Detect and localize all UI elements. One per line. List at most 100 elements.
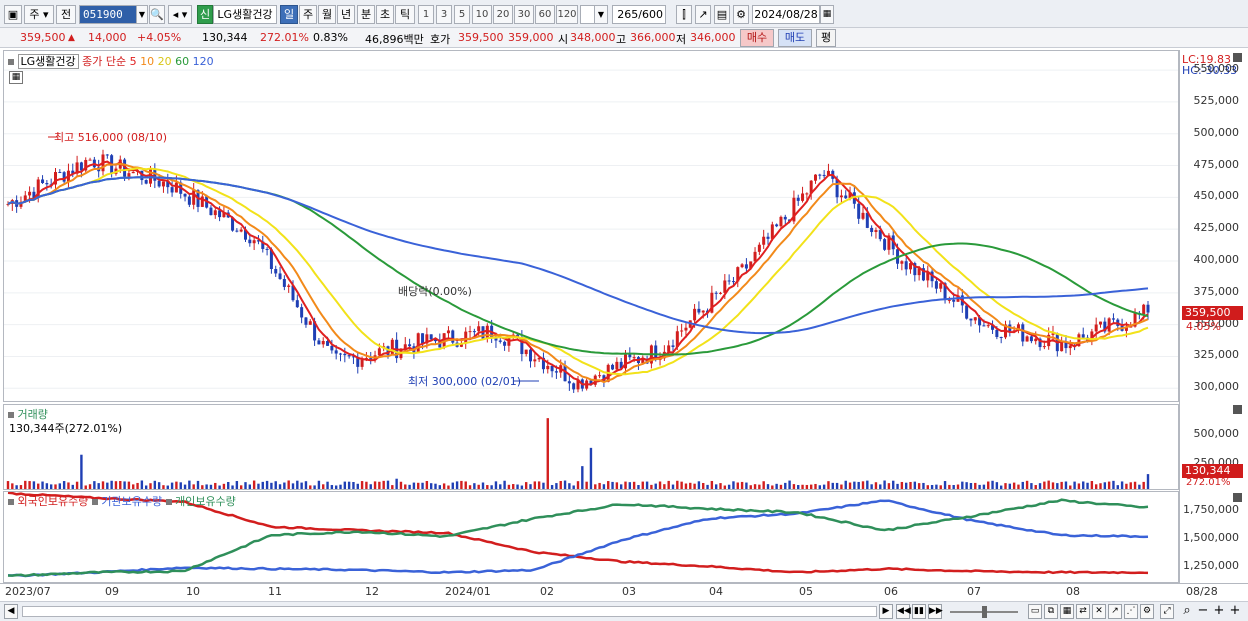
tab-tick[interactable]: 틱 <box>395 5 415 24</box>
volume-bar <box>334 485 338 489</box>
save-icon[interactable]: ▤ <box>714 5 730 24</box>
display-count[interactable]: 265/600 <box>612 5 666 24</box>
zoom-in-icon[interactable]: + <box>1229 603 1241 618</box>
candle-body <box>1025 336 1029 342</box>
tab-second[interactable]: 초 <box>376 5 394 24</box>
candle-body <box>278 273 282 280</box>
chart-scrollbar[interactable] <box>22 606 877 617</box>
price-chart[interactable] <box>4 51 1178 401</box>
volume-bar <box>805 484 809 489</box>
window-menu-icon[interactable]: ▣ <box>4 5 22 24</box>
interval-30[interactable]: 30 <box>514 5 534 24</box>
legend-foreign[interactable]: 외국인보유수량 <box>17 495 89 508</box>
volume-bar <box>801 484 804 489</box>
legend-ma120[interactable]: 120 <box>192 55 214 68</box>
candle-body <box>991 325 995 330</box>
fib-icon[interactable]: ⋰ <box>1124 604 1138 619</box>
scroll-left-icon[interactable]: ◀ <box>4 604 18 619</box>
zoom-slider-handle[interactable] <box>982 606 987 618</box>
tab-year[interactable]: 년 <box>337 5 355 24</box>
tab-week[interactable]: 주 <box>299 5 317 24</box>
code-dropdown-icon[interactable]: ▼ <box>136 5 148 24</box>
right-axis: LC:19.83 HC:-30.33 550,000 525,000 500,000… <box>1179 50 1245 601</box>
legend-stock-name[interactable]: LG생활건강 <box>17 54 79 69</box>
grid-icon[interactable]: ▦ <box>1060 604 1074 619</box>
interval-10[interactable]: 10 <box>472 5 492 24</box>
sell-button[interactable]: 매도 <box>778 29 812 47</box>
zoom-reset-icon[interactable]: ⤢ <box>1160 604 1174 619</box>
legend-institution[interactable]: 기관보유수량 <box>101 495 163 508</box>
candle-body <box>434 339 437 342</box>
legend-individual[interactable]: 개인보유수량 <box>175 495 236 508</box>
zoom-out-icon[interactable]: − <box>1197 603 1209 618</box>
open-label: 시 <box>558 33 569 46</box>
table-view-icon[interactable]: ▦ <box>9 71 23 84</box>
hold-panel-close-icon[interactable] <box>1233 493 1242 502</box>
interval-120[interactable]: 120 <box>556 5 578 24</box>
pause-icon[interactable]: ▮▮ <box>912 604 926 619</box>
scroll-right-icon[interactable]: ▶ <box>879 604 893 619</box>
interval-60[interactable]: 60 <box>535 5 555 24</box>
volume-panel[interactable]: 거래량 130,344주(272.01%) <box>3 404 1179 490</box>
eval-button[interactable]: 평 <box>816 29 836 47</box>
legend-ma60[interactable]: 60 <box>175 55 190 68</box>
candle-body <box>844 195 848 199</box>
vol-panel-close-icon[interactable] <box>1233 405 1242 414</box>
interval-20[interactable]: 20 <box>493 5 513 24</box>
volume-bar <box>995 482 999 489</box>
calendar-icon[interactable]: ▦ <box>820 5 834 24</box>
tab-minute[interactable]: 분 <box>357 5 375 24</box>
candle-icon[interactable]: ⫿ <box>676 5 692 24</box>
prev-button[interactable]: 전 <box>56 5 76 24</box>
volume-bar <box>766 484 770 489</box>
volume-value: 130,344 <box>202 31 248 44</box>
trend-icon[interactable]: ↗ <box>1108 604 1122 619</box>
interval-dropdown-icon[interactable]: ▼ <box>594 5 608 24</box>
holdings-panel[interactable]: 외국인보유수량 기관보유수량 개인보유수량 <box>3 491 1179 583</box>
split-icon[interactable]: ⧉ <box>1044 604 1058 619</box>
candle-body <box>313 321 317 341</box>
sound-icon[interactable]: ◂ ▾ <box>168 5 192 24</box>
volume-bar <box>637 485 640 489</box>
candle-body <box>598 375 602 377</box>
draw-tool-icon[interactable]: ↗ <box>695 5 711 24</box>
legend-ma5[interactable]: 5 <box>129 55 137 68</box>
candle-body <box>317 340 321 345</box>
interval-5[interactable]: 5 <box>454 5 470 24</box>
period-type-select[interactable]: 주 ▾ <box>24 5 54 24</box>
compare-icon[interactable]: ⇄ <box>1076 604 1090 619</box>
settings-icon[interactable]: ⚙ <box>1140 604 1154 619</box>
volume-bar <box>581 466 584 489</box>
gear-icon[interactable]: ⚙ <box>733 5 749 24</box>
legend-ma10[interactable]: 10 <box>140 55 155 68</box>
search-icon[interactable]: 🔍 <box>149 5 165 24</box>
volume-chart[interactable] <box>4 405 1178 489</box>
volume-bar <box>926 485 929 489</box>
interval-3[interactable]: 3 <box>436 5 452 24</box>
tab-day[interactable]: 일 <box>280 5 298 24</box>
rewind-icon[interactable]: ◀◀ <box>896 604 911 619</box>
buy-button[interactable]: 매수 <box>740 29 774 47</box>
interval-1[interactable]: 1 <box>418 5 434 24</box>
stock-code-input[interactable]: 051900 <box>79 5 137 24</box>
date-input[interactable]: 2024/08/28 <box>752 5 820 24</box>
fast-forward-icon[interactable]: ▶▶ <box>928 604 943 619</box>
volume-bar <box>922 482 925 489</box>
legend-ma20[interactable]: 20 <box>157 55 172 68</box>
search-icon[interactable]: ⌕ <box>1183 603 1191 618</box>
price-panel[interactable]: LG생활건강 종가 단순 5 10 20 60 120 ▦ 최고 516,000… <box>3 50 1179 402</box>
annotation-high: 최고 516,000 (08/10) <box>54 131 168 144</box>
legend-square-icon <box>8 412 14 418</box>
volume-bar <box>309 485 312 489</box>
move-icon[interactable]: + <box>1213 603 1225 618</box>
holdings-chart[interactable] <box>4 492 1178 582</box>
legend-ma-label[interactable]: 종가 단순 <box>82 55 127 68</box>
volume-bar <box>550 485 554 489</box>
crosshair-icon[interactable]: ✕ <box>1092 604 1106 619</box>
volume-legend-name[interactable]: 거래량 <box>17 408 48 421</box>
price-panel-close-icon[interactable] <box>1233 53 1242 62</box>
layout-icon[interactable]: ▭ <box>1028 604 1042 619</box>
candle-body <box>200 196 204 207</box>
tab-month[interactable]: 월 <box>318 5 336 24</box>
up-arrow-icon: ▲ <box>68 33 75 43</box>
